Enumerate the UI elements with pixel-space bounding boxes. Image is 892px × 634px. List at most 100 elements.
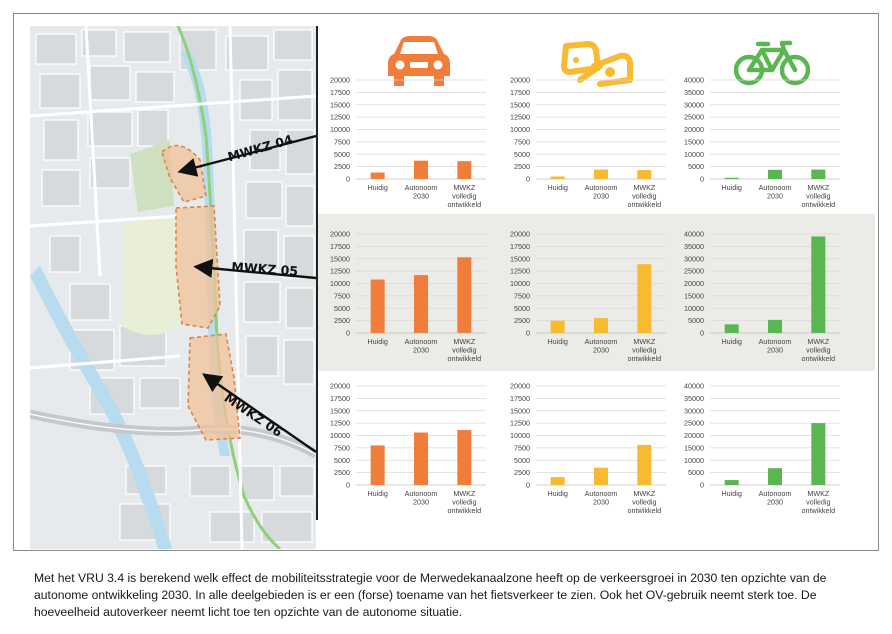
y-tick-label: 0: [346, 329, 350, 338]
chart-mwkz06-bike: 0 5000 10000 15000 20000 25000 30000 35000 40000…: [672, 380, 847, 520]
x-tick-label: Autonoom 2030: [585, 183, 618, 201]
y-tick-label: 12500: [510, 419, 530, 428]
bar: [768, 169, 782, 179]
y-tick-label: 20000: [684, 279, 704, 288]
y-tick-label: 15000: [684, 443, 704, 452]
bar: [724, 480, 739, 485]
y-tick-label: 15000: [330, 406, 350, 415]
y-tick-label: 25000: [684, 113, 704, 122]
y-tick-label: 17500: [510, 88, 530, 97]
y-tick-label: 10000: [684, 150, 704, 159]
y-tick-label: 30000: [684, 100, 704, 109]
y-tick-label: 7500: [514, 137, 530, 146]
x-tick-label: Huidig: [547, 337, 567, 346]
y-tick-label: 17500: [330, 88, 350, 97]
y-tick-label: 15000: [684, 291, 704, 300]
y-tick-label: 20000: [330, 382, 350, 391]
chart-mwkz06-transit: 0 2500 5000 7500 10000 12500 15000 17500 20000 Hu…: [498, 380, 673, 520]
y-tick-label: 15000: [330, 254, 350, 263]
y-tick-label: 10000: [330, 431, 350, 440]
x-tick-label: Huidig: [367, 489, 387, 498]
x-tick-label: Autonoom 2030: [585, 337, 618, 355]
y-tick-label: 30000: [684, 254, 704, 263]
chart-mwkz05-car: 0 2500 5000 7500 10000 12500 15000 17500 20000 Hu…: [318, 228, 493, 368]
bar: [594, 467, 608, 485]
bar: [370, 279, 385, 333]
y-tick-label: 0: [526, 175, 530, 184]
chart-mwkz04-bike: 0 5000 10000 15000 20000 25000 30000 35000 40000…: [672, 74, 847, 214]
x-tick-label: Huidig: [721, 489, 741, 498]
bar: [637, 170, 652, 179]
bar: [594, 318, 608, 333]
y-tick-label: 0: [700, 481, 704, 490]
bar: [768, 319, 782, 333]
y-tick-label: 0: [700, 329, 704, 338]
y-tick-label: 2500: [334, 468, 350, 477]
bar: [414, 275, 428, 333]
x-tick-label: Autonoom 2030: [585, 489, 618, 507]
y-tick-label: 12500: [330, 113, 350, 122]
y-tick-label: 7500: [514, 291, 530, 300]
x-tick-label: Autonoom 2030: [405, 337, 438, 355]
bar: [370, 172, 385, 179]
bar: [768, 468, 782, 485]
x-tick-label: Huidig: [547, 489, 567, 498]
bar: [811, 169, 826, 179]
y-tick-label: 17500: [330, 394, 350, 403]
x-tick-label: MWKZ volledig ontwikkeld: [628, 337, 662, 363]
y-tick-label: 0: [526, 329, 530, 338]
chart-mwkz06-car: 0 2500 5000 7500 10000 12500 15000 17500 20000 Hu…: [318, 380, 493, 520]
y-tick-label: 17500: [510, 394, 530, 403]
y-tick-label: 12500: [330, 419, 350, 428]
y-tick-label: 17500: [330, 242, 350, 251]
bar: [724, 177, 739, 179]
map-graphic: [30, 26, 316, 549]
y-tick-label: 20000: [510, 382, 530, 391]
y-tick-label: 5000: [688, 162, 704, 171]
bar: [370, 445, 385, 485]
x-tick-label: Huidig: [547, 183, 567, 192]
y-tick-label: 0: [346, 481, 350, 490]
y-tick-label: 20000: [510, 76, 530, 85]
y-tick-label: 0: [346, 175, 350, 184]
bar: [550, 320, 565, 333]
y-tick-label: 10000: [330, 279, 350, 288]
y-tick-label: 15000: [510, 406, 530, 415]
x-tick-label: MWKZ volledig ontwikkeld: [802, 183, 836, 209]
y-tick-label: 25000: [684, 419, 704, 428]
x-tick-label: Huidig: [721, 337, 741, 346]
area-map: MWKZ 04 MWKZ 05 MWKZ 06: [30, 26, 316, 549]
y-tick-label: 17500: [510, 242, 530, 251]
y-tick-label: 2500: [334, 162, 350, 171]
y-tick-label: 25000: [684, 267, 704, 276]
chart-mwkz04-transit: 0 2500 5000 7500 10000 12500 15000 17500 20000 Hu…: [498, 74, 673, 214]
chart-mwkz04-car: 0 2500 5000 7500 10000 12500 15000 17500 20000 Hu…: [318, 74, 493, 214]
y-tick-label: 2500: [514, 162, 530, 171]
y-tick-label: 12500: [510, 267, 530, 276]
chart-mwkz05-bike: 0 5000 10000 15000 20000 25000 30000 35000 40000…: [672, 228, 847, 368]
area-arrows: [177, 134, 316, 453]
y-tick-label: 15000: [510, 254, 530, 263]
x-tick-label: MWKZ volledig ontwikkeld: [628, 183, 662, 209]
x-tick-label: MWKZ volledig ontwikkeld: [628, 489, 662, 515]
y-tick-label: 10000: [510, 431, 530, 440]
arrow-mwkz05: [193, 258, 316, 280]
y-tick-label: 20000: [684, 125, 704, 134]
x-tick-label: MWKZ volledig ontwikkeld: [448, 337, 482, 363]
y-tick-label: 5000: [514, 150, 530, 159]
bar: [457, 161, 472, 179]
y-tick-label: 15000: [330, 100, 350, 109]
x-tick-label: Autonoom 2030: [759, 337, 792, 355]
y-tick-label: 30000: [684, 406, 704, 415]
y-tick-label: 0: [526, 481, 530, 490]
y-tick-label: 7500: [514, 443, 530, 452]
y-tick-label: 2500: [514, 468, 530, 477]
bar: [550, 176, 565, 179]
y-tick-label: 20000: [330, 76, 350, 85]
y-tick-label: 5000: [688, 468, 704, 477]
y-tick-label: 35000: [684, 88, 704, 97]
y-tick-label: 20000: [510, 230, 530, 239]
y-tick-label: 20000: [684, 431, 704, 440]
x-tick-label: Autonoom 2030: [405, 489, 438, 507]
bicycle-icon: [734, 40, 810, 86]
